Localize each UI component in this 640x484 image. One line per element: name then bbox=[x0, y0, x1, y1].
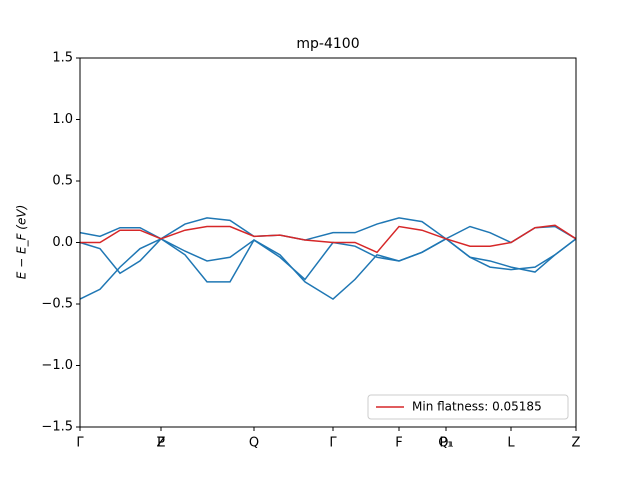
x-tick-label: P₁ bbox=[439, 436, 452, 451]
y-tick-label: 0.5 bbox=[52, 174, 73, 189]
x-tick-label: Z bbox=[157, 436, 166, 451]
x-tick-label: Z bbox=[572, 436, 581, 451]
band-line bbox=[79, 237, 577, 301]
y-tick-label: 1.5 bbox=[52, 51, 73, 66]
y-tick-label: −1.0 bbox=[41, 358, 73, 373]
x-tick-label: L bbox=[507, 436, 515, 451]
y-tick-label: 1.0 bbox=[52, 112, 73, 127]
plot-frame bbox=[79, 57, 577, 428]
band-line bbox=[80, 224, 577, 254]
y-tick-label: 0.0 bbox=[52, 235, 73, 250]
chart-title: mp-4100 bbox=[296, 36, 359, 52]
band-line bbox=[79, 217, 577, 244]
x-tick-label: Γ bbox=[76, 436, 84, 451]
x-tick-label: F bbox=[395, 436, 402, 451]
y-tick-label: −1.5 bbox=[41, 420, 73, 435]
y-axis-label: E − E_F (eV) bbox=[15, 205, 29, 280]
legend-box bbox=[367, 394, 569, 420]
x-tick-label: P bbox=[157, 436, 165, 451]
legend-label: Min flatness: 0.05185 bbox=[412, 400, 542, 414]
x-tick-label: Q bbox=[249, 436, 259, 451]
x-tick-label: Q₁ bbox=[438, 436, 453, 451]
x-tick-label: Γ bbox=[329, 436, 337, 451]
y-tick-label: −0.5 bbox=[41, 297, 73, 312]
